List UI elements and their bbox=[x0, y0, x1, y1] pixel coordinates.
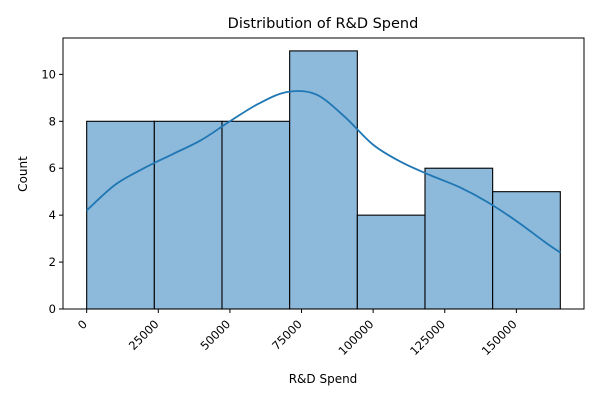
y-tick-label: 4 bbox=[49, 208, 56, 222]
histogram-bar bbox=[86, 120, 155, 310]
x-axis-label: R&D Spend bbox=[289, 372, 358, 386]
x-tick-label: 125000 bbox=[407, 317, 448, 358]
y-tick-label: 8 bbox=[49, 114, 56, 128]
y-tick-label: 10 bbox=[41, 67, 56, 81]
histogram-bar bbox=[153, 120, 223, 310]
x-tick-label: 0 bbox=[75, 317, 90, 332]
x-tick-label: 50000 bbox=[197, 317, 233, 353]
chart-title: Distribution of R&D Spend bbox=[228, 16, 419, 32]
y-tick-label: 0 bbox=[49, 302, 56, 316]
histogram-bar bbox=[221, 120, 291, 310]
plot-area: 0 25000 50000 75000 100000 125000 150000 0 2 4 6 8 1… bbox=[41, 37, 585, 358]
y-tick-label: 6 bbox=[49, 161, 56, 175]
y-tick-label: 2 bbox=[49, 255, 56, 269]
x-tick-label: 100000 bbox=[335, 317, 376, 358]
kde-curve bbox=[86, 90, 561, 254]
x-tick-label: 150000 bbox=[479, 317, 520, 358]
histogram-bar bbox=[492, 191, 561, 310]
x-tick-label: 25000 bbox=[126, 317, 162, 353]
histogram-bar bbox=[424, 167, 494, 310]
histogram-bar bbox=[356, 214, 426, 310]
histogram-bar bbox=[289, 50, 358, 310]
y-axis-label: Count bbox=[16, 156, 30, 192]
x-tick-label: 75000 bbox=[269, 317, 305, 353]
plot-frame bbox=[62, 37, 585, 310]
